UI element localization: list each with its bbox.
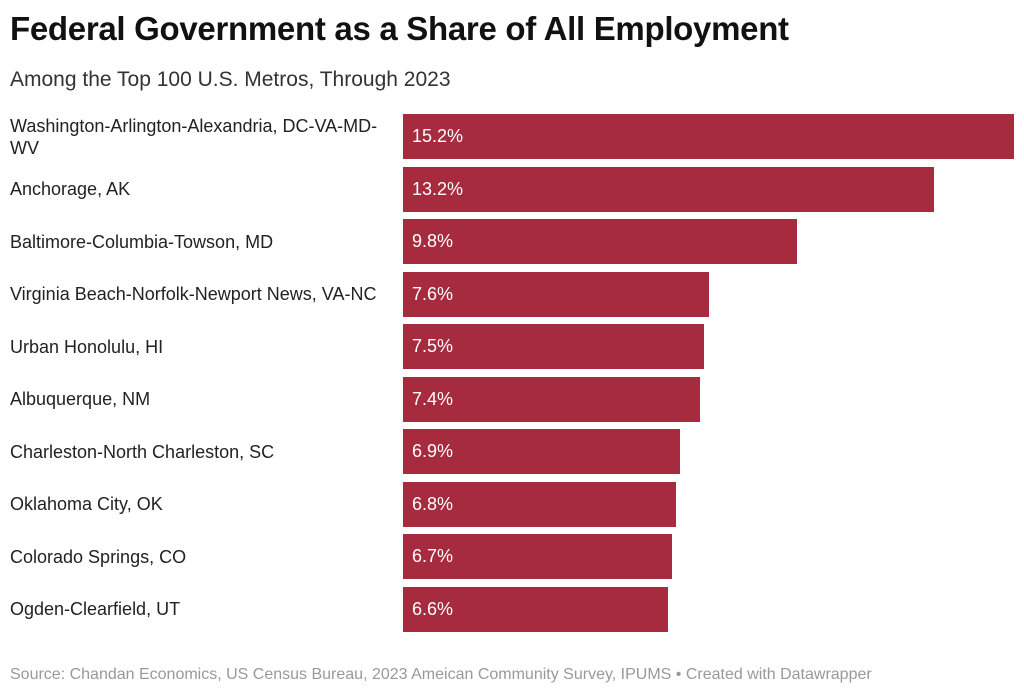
bar <box>403 271 709 317</box>
category-label: Anchorage, AK <box>10 179 131 200</box>
value-label: 6.8% <box>412 493 454 514</box>
bar <box>403 376 701 422</box>
category-label: Ogden-Clearfield, UT <box>10 599 181 620</box>
category-label: Charleston-North Charleston, SC <box>10 441 275 462</box>
chart-subtitle: Among the Top 100 U.S. Metros, Through 2… <box>10 68 451 91</box>
chart-title: Federal Government as a Share of All Emp… <box>10 10 789 47</box>
value-label: 15.2% <box>412 126 464 146</box>
category-label: Albuquerque, NM <box>10 389 151 410</box>
category-label: Oklahoma City, OK <box>10 494 163 515</box>
value-label: 13.2% <box>412 178 464 199</box>
category-label: Virginia Beach-Norfolk-Newport News, VA-… <box>10 284 377 305</box>
category-label: Colorado Springs, CO <box>10 546 187 567</box>
bar <box>403 429 681 475</box>
bar <box>403 219 797 265</box>
category-label: Urban Honolulu, HI <box>10 336 164 357</box>
bar <box>403 114 1014 159</box>
value-label: 7.4% <box>412 388 454 409</box>
bar <box>403 481 677 527</box>
value-label: 7.6% <box>412 283 454 304</box>
bar <box>403 324 705 370</box>
bar <box>403 166 934 212</box>
source-note: Source: Chandan Economics, US Census Bur… <box>10 666 872 683</box>
value-label: 9.8% <box>412 231 454 252</box>
bar <box>403 534 673 580</box>
value-label: 7.5% <box>412 336 454 357</box>
value-label: 6.6% <box>412 598 454 619</box>
category-label: Baltimore-Columbia-Towson, MD <box>10 231 274 252</box>
value-label: 6.9% <box>412 441 454 462</box>
bar <box>403 586 669 632</box>
value-label: 6.7% <box>412 546 454 567</box>
category-label: Washington-Arlington-Alexandria, DC-VA-M… <box>10 115 378 158</box>
